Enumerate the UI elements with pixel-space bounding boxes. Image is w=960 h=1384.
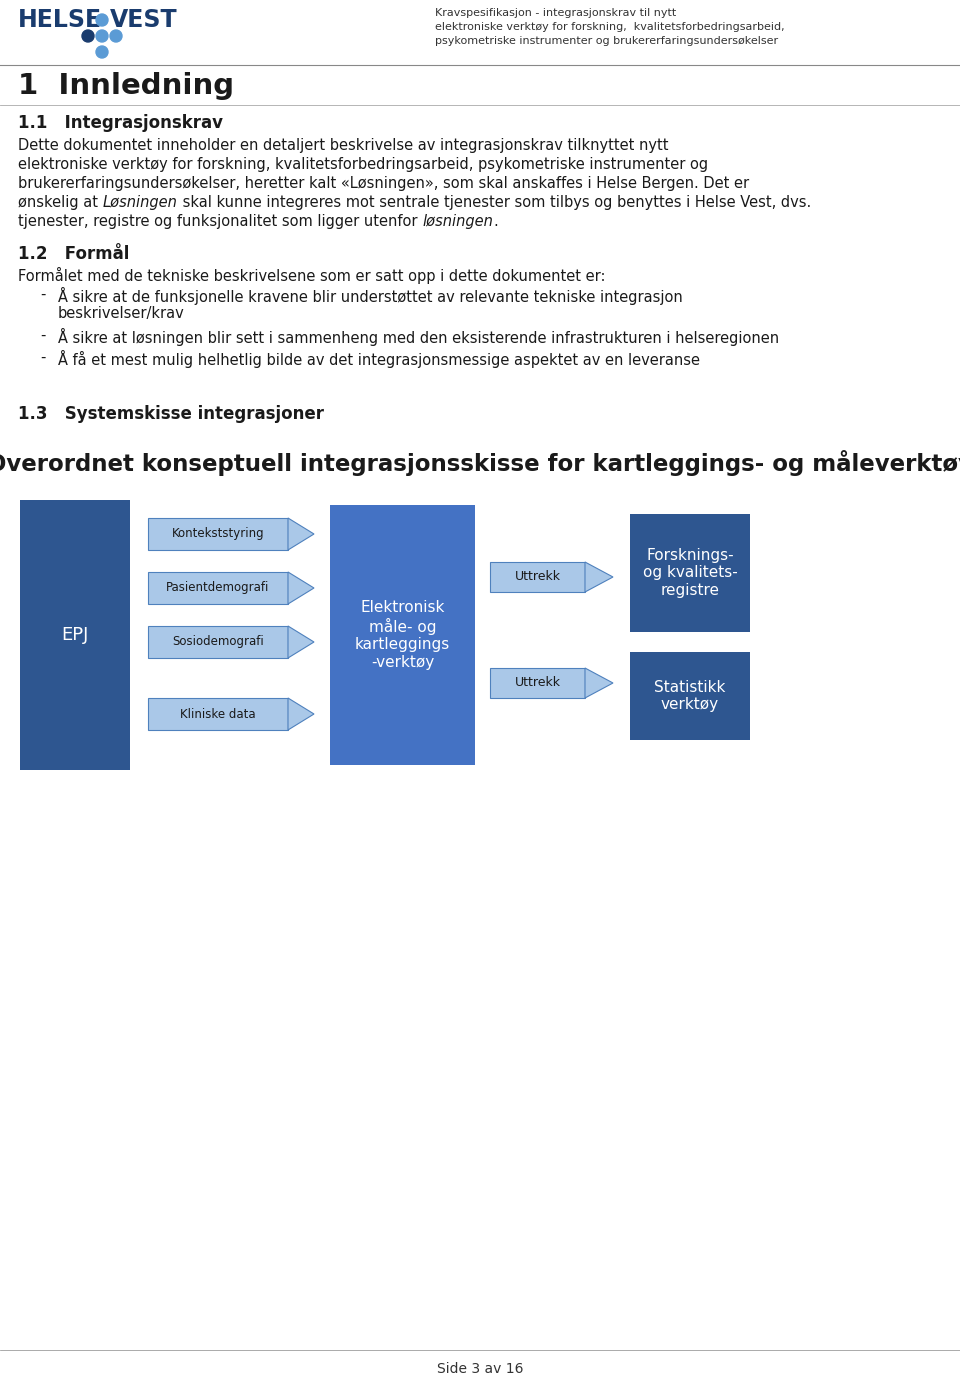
Bar — [148, 626, 288, 657]
Bar — [330, 505, 475, 765]
Text: Side 3 av 16: Side 3 av 16 — [437, 1362, 523, 1376]
Circle shape — [82, 30, 94, 42]
Text: skal kunne integreres mot sentrale tjenester som tilbys og benyttes i Helse Vest: skal kunne integreres mot sentrale tjene… — [178, 195, 811, 210]
Polygon shape — [585, 562, 613, 592]
Text: psykometriske instrumenter og brukererfaringsundersøkelser: psykometriske instrumenter og brukererfa… — [435, 36, 779, 46]
Text: Å sikre at løsningen blir sett i sammenheng med den eksisterende infrastrukturen: Å sikre at løsningen blir sett i sammenh… — [58, 328, 780, 346]
Polygon shape — [288, 698, 314, 729]
Polygon shape — [288, 518, 314, 549]
Text: Sosiodemografi: Sosiodemografi — [172, 635, 264, 649]
Text: 1.1   Integrasjonskrav: 1.1 Integrasjonskrav — [18, 113, 223, 131]
Text: Dette dokumentet inneholder en detaljert beskrivelse av integrasjonskrav tilknyt: Dette dokumentet inneholder en detaljert… — [18, 138, 668, 154]
Text: løsningen: løsningen — [422, 215, 493, 228]
Bar — [630, 652, 750, 740]
Text: Å få et mest mulig helhetlig bilde av det integrasjonsmessige aspektet av en lev: Å få et mest mulig helhetlig bilde av de… — [58, 350, 700, 368]
Text: Kravspesifikasjon - integrasjonskrav til nytt: Kravspesifikasjon - integrasjonskrav til… — [435, 8, 676, 18]
Text: Løsningen: Løsningen — [103, 195, 178, 210]
Text: Overordnet konseptuell integrasjonsskisse for kartleggings- og måleverktøy: Overordnet konseptuell integrasjonsskiss… — [0, 450, 960, 476]
Text: 1  Innledning: 1 Innledning — [18, 72, 234, 100]
Bar — [148, 572, 288, 603]
Polygon shape — [288, 626, 314, 657]
Text: Forsknings-
og kvalitets-
registre: Forsknings- og kvalitets- registre — [642, 548, 737, 598]
Text: Elektronisk
måle- og
kartleggings
-verktøy: Elektronisk måle- og kartleggings -verkt… — [355, 601, 450, 670]
Text: beskrivelser/krav: beskrivelser/krav — [58, 306, 184, 321]
Text: Pasientdemografi: Pasientdemografi — [166, 581, 270, 595]
Text: HELSE: HELSE — [18, 8, 102, 32]
Polygon shape — [288, 572, 314, 603]
Text: .: . — [493, 215, 497, 228]
Text: brukererfaringsundersøkelser, heretter kalt «Løsningen», som skal anskaffes i He: brukererfaringsundersøkelser, heretter k… — [18, 176, 749, 191]
Circle shape — [110, 30, 122, 42]
Text: Statistikk
verktøy: Statistikk verktøy — [655, 680, 726, 713]
Text: Uttrekk: Uttrekk — [515, 570, 561, 584]
Text: VEST: VEST — [110, 8, 178, 32]
Bar — [148, 698, 288, 729]
Polygon shape — [585, 668, 613, 698]
Text: EPJ: EPJ — [61, 626, 88, 644]
Text: -: - — [40, 286, 45, 302]
Text: Kliniske data: Kliniske data — [180, 707, 255, 721]
Text: tjenester, registre og funksjonalitet som ligger utenfor: tjenester, registre og funksjonalitet so… — [18, 215, 422, 228]
Text: elektroniske verktøy for forskning,  kvalitetsforbedringsarbeid,: elektroniske verktøy for forskning, kval… — [435, 22, 784, 32]
Text: Uttrekk: Uttrekk — [515, 677, 561, 689]
Text: elektroniske verktøy for forskning, kvalitetsforbedringsarbeid, psykometriske in: elektroniske verktøy for forskning, kval… — [18, 156, 708, 172]
Text: 1.3   Systemskisse integrasjoner: 1.3 Systemskisse integrasjoner — [18, 406, 324, 424]
Text: Formålet med de tekniske beskrivelsene som er satt opp i dette dokumentet er:: Formålet med de tekniske beskrivelsene s… — [18, 267, 606, 284]
Bar — [490, 562, 585, 592]
Circle shape — [96, 46, 108, 58]
Text: Å sikre at de funksjonelle kravene blir understøttet av relevante tekniske integ: Å sikre at de funksjonelle kravene blir … — [58, 286, 683, 304]
Bar — [490, 668, 585, 698]
Text: -: - — [40, 350, 45, 365]
Circle shape — [96, 30, 108, 42]
Text: -: - — [40, 328, 45, 343]
Circle shape — [96, 14, 108, 26]
Bar — [148, 518, 288, 549]
Bar — [630, 513, 750, 632]
Bar — [20, 500, 130, 770]
Text: ønskelig at: ønskelig at — [18, 195, 103, 210]
Text: 1.2   Formål: 1.2 Formål — [18, 245, 130, 263]
Text: Kontekststyring: Kontekststyring — [172, 527, 264, 541]
